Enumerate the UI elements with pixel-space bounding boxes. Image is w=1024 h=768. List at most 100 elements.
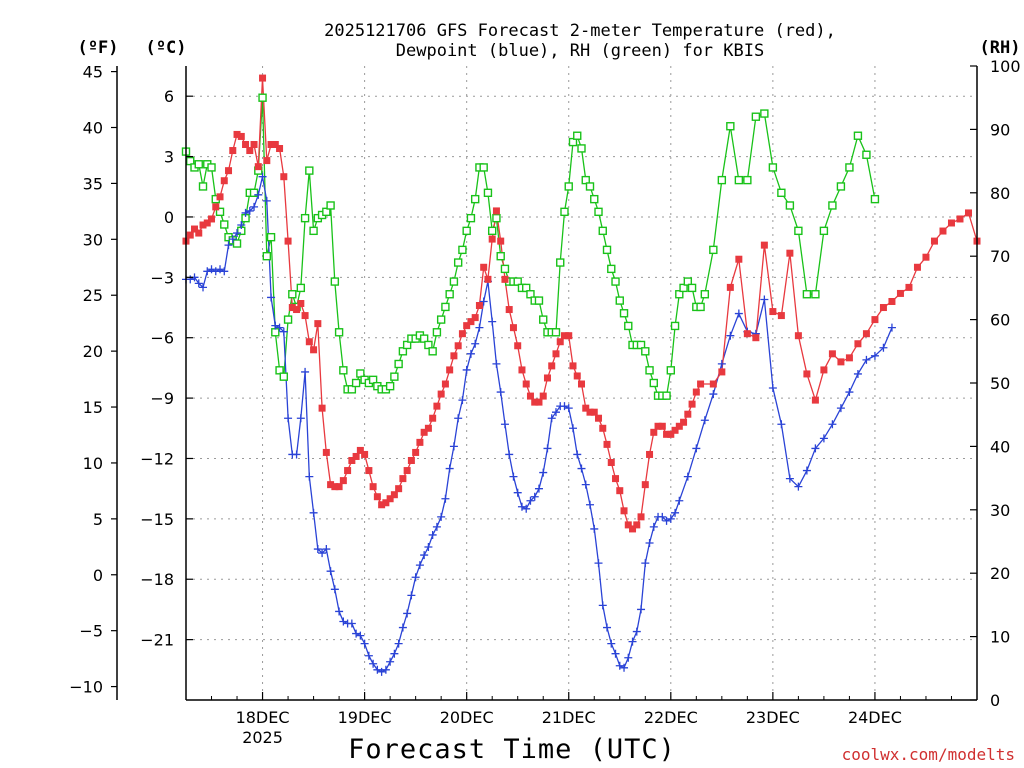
rh-point	[305, 166, 314, 175]
x-tick-label: 21DEC	[542, 708, 596, 727]
x-tick-label: 18DEC	[236, 708, 290, 727]
rh-point	[675, 290, 684, 299]
dewpoint-point	[590, 524, 599, 533]
temperature-point	[216, 193, 224, 201]
temperature-point	[382, 499, 390, 507]
rh-point	[590, 194, 599, 204]
temperature-point	[735, 255, 743, 263]
temperature-point	[501, 275, 509, 283]
dewpoint-point	[492, 359, 501, 368]
rh-point	[215, 207, 225, 217]
dewpoint-point	[628, 637, 637, 646]
temperature-point	[794, 332, 802, 340]
temperature-point	[777, 312, 785, 320]
rh-point	[424, 340, 433, 350]
dewpoint-point	[292, 450, 301, 459]
temperature-point	[539, 392, 547, 400]
x-tick-label: 23DEC	[746, 708, 800, 727]
rh-point	[436, 315, 446, 324]
dewpoint-point	[203, 267, 212, 276]
rh-point	[717, 175, 727, 185]
temperature-point	[280, 173, 288, 181]
dewpoint-point	[513, 488, 522, 497]
temperature-point	[212, 203, 220, 211]
rh-point	[470, 194, 480, 204]
dewpoint-point	[313, 545, 322, 554]
rh-point	[794, 226, 803, 236]
rh-tick-label: 60	[990, 311, 1010, 330]
temperature-point	[913, 263, 921, 271]
dewpoint-point	[683, 472, 692, 481]
dewpoint-point	[254, 190, 263, 199]
dewpoint-point	[326, 567, 335, 576]
rh-point	[581, 175, 590, 185]
temperature-point	[335, 483, 343, 491]
temperature-point	[242, 140, 250, 148]
dewpoint-point	[560, 402, 569, 411]
dewpoint-point	[437, 512, 446, 521]
series-markers	[181, 74, 981, 676]
dewpoint-point	[373, 665, 382, 674]
rh-point	[683, 277, 693, 286]
temperature-point	[624, 521, 632, 529]
temperature-point	[692, 388, 700, 396]
fahrenheit-tick-label: 20	[83, 342, 103, 361]
rh-point	[836, 182, 846, 191]
celsius-tick-label: −15	[140, 510, 174, 529]
rh-point	[351, 378, 361, 388]
temperature-point	[620, 507, 628, 515]
temperature-point	[254, 163, 262, 171]
dewpoint-point	[275, 323, 284, 332]
temperature-point	[225, 167, 233, 175]
temperature-point	[896, 289, 904, 297]
temperature-point	[612, 475, 620, 483]
dewpoint-point	[662, 516, 671, 525]
dewpoint-point	[547, 414, 556, 423]
dewpoint-point	[509, 472, 518, 481]
dewpoint-point	[466, 349, 475, 358]
dewpoint-point	[802, 466, 811, 475]
celsius-tick-label: −21	[140, 631, 174, 650]
temperature-point	[514, 342, 522, 350]
rh-point	[266, 232, 276, 242]
temperature-point	[361, 450, 369, 458]
temperature-point	[433, 402, 441, 410]
temperature-point	[399, 475, 407, 483]
temperature-point	[854, 340, 862, 348]
dewpoint-point	[207, 265, 216, 274]
temperature-point	[629, 525, 637, 533]
celsius-tick-label: 3	[164, 148, 174, 167]
dewpoint-point	[322, 545, 331, 554]
rh-point	[645, 366, 654, 375]
celsius-tick-label: −18	[140, 570, 174, 589]
temperature-point	[322, 448, 330, 456]
dewpoint-point	[641, 559, 650, 568]
rh-point	[743, 175, 752, 185]
temperature-point	[535, 398, 543, 406]
temperature-point	[518, 366, 526, 374]
temperature-point	[220, 177, 228, 185]
temperature-point	[458, 330, 466, 338]
dewpoint-point	[581, 480, 590, 489]
temperature-point	[416, 438, 424, 446]
x-tick-label: 19DEC	[338, 708, 392, 727]
dewpoint-point	[785, 474, 794, 483]
dewpoint-point	[301, 367, 310, 376]
dewpoint-point	[836, 404, 845, 413]
rh-point	[198, 182, 208, 191]
dewpoint-point	[420, 551, 429, 560]
dewpoint-point	[496, 388, 505, 397]
temperature-point	[684, 410, 692, 418]
dewpoint-point	[305, 472, 314, 481]
rh-point	[296, 283, 306, 293]
rh-point	[768, 163, 778, 172]
dewpoint-point	[594, 559, 603, 568]
dewpoint-point	[360, 639, 369, 648]
temperature-point	[522, 380, 530, 388]
dewpoint-point	[611, 649, 620, 658]
dewpoint-point	[598, 601, 607, 610]
temperature-point	[964, 209, 972, 217]
rh-point	[560, 207, 569, 217]
rh-point	[300, 213, 310, 223]
celsius-tick-label: −3	[150, 268, 174, 287]
